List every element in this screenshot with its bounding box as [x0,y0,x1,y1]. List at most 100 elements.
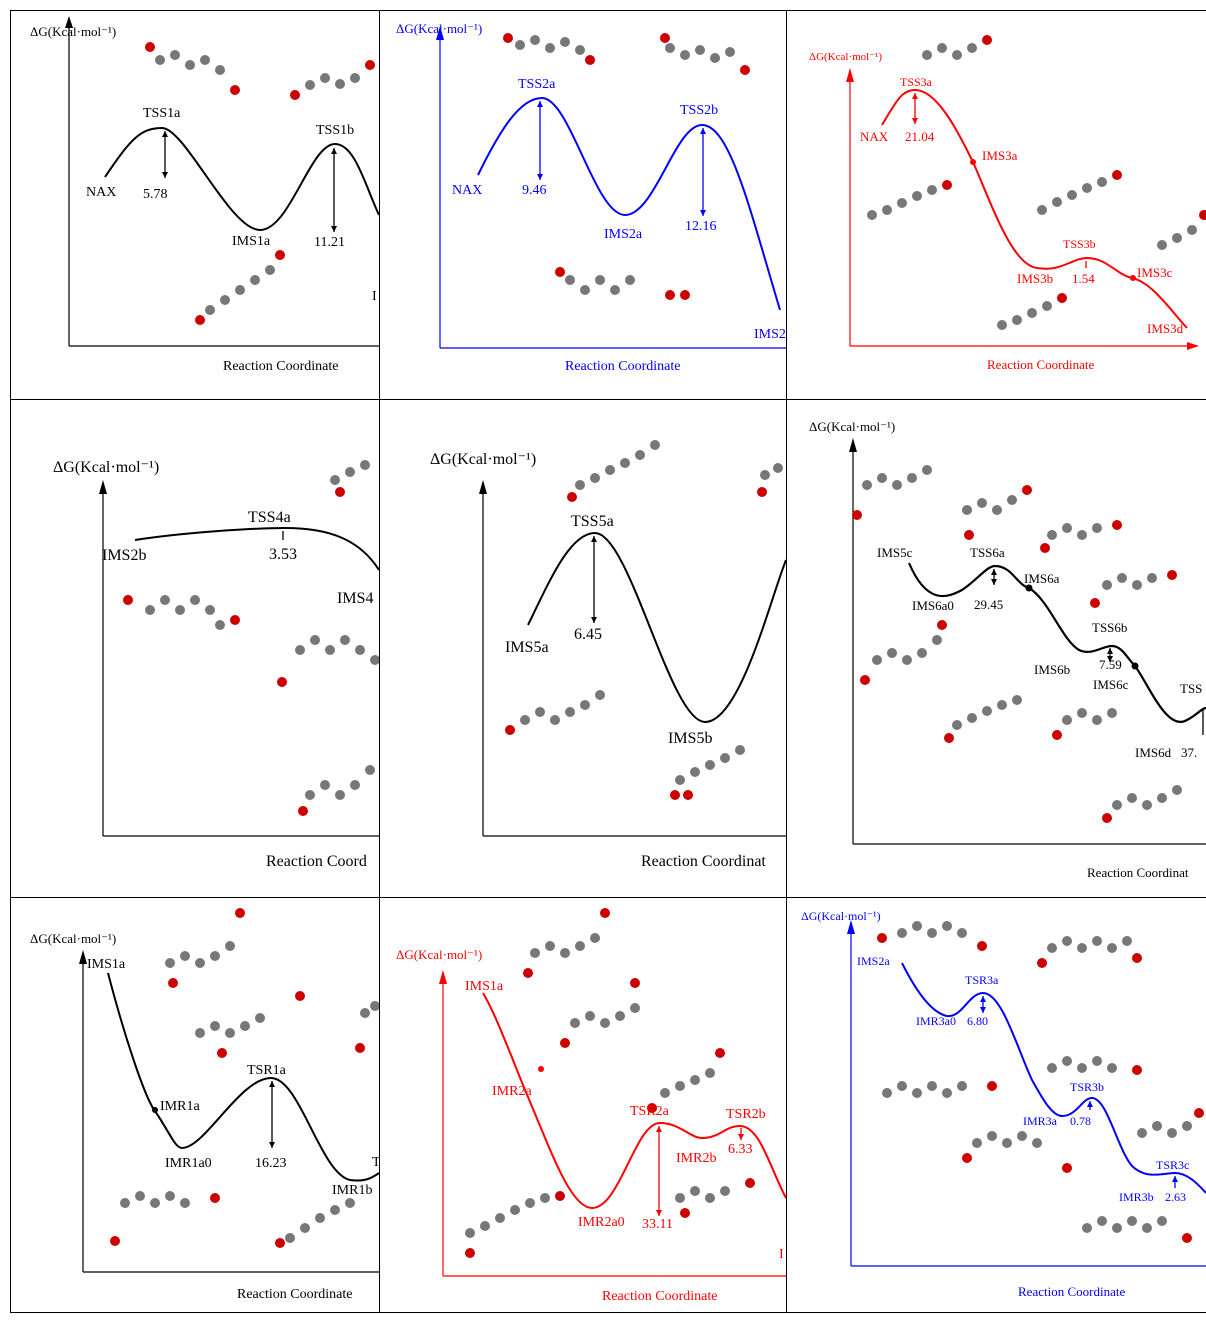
label-ims3b: IMS3b [1017,271,1054,286]
label-i: I [372,289,377,304]
molecule-icon [1090,570,1177,608]
panel-2: ΔG(Kcal·mol⁻¹) Reaction Coordinate NAX T… [380,10,786,398]
label-12-16: 12.16 [685,219,717,234]
molecule-icon [1037,170,1122,215]
molecule-icon [277,635,379,687]
panel-6-svg [849,438,1206,845]
label-tss1b: TSS1b [316,123,355,138]
x-axis-label: Reaction Coordinate [223,359,339,374]
label-21-04: 21.04 [905,129,935,144]
energy-curve [881,88,1188,329]
panel-4: ΔG(Kcal·mol⁻¹) Reaction Coord TSS4a IMS2… [10,400,379,897]
label-imr1b: IMR1b [332,1183,373,1198]
panel-3-svg [846,35,1206,350]
label-tsr3b: TSR3b [1070,1080,1105,1094]
label-3-53: 3.53 [269,546,297,563]
label-tss1a: TSS1a [143,106,181,121]
panel-3: ΔG(Kcal·mol⁻¹) Reaction Coordinate TSS3a… [787,10,1206,398]
molecule-icon [962,1131,1072,1173]
label-2-63: 2.63 [1165,1190,1186,1204]
label-nax: NAX [452,183,483,198]
label-ims1a: IMS1a [465,979,504,994]
label-tss3b: TSS3b [1063,237,1096,251]
x-axis-label: Reaction Coordinate [987,357,1095,372]
panel-6: ΔG(Kcal·mol⁻¹) Reaction Coordinat IMS5c … [787,400,1206,897]
molecule-icon [660,33,750,75]
label-t: T [372,1155,379,1170]
molecule-icon [867,180,952,220]
label-37: 37. [1181,745,1198,760]
panel-8-svg [439,908,786,1277]
label-6-33: 6.33 [728,1142,753,1157]
label-tss6b: TSS6b [1092,620,1128,635]
label-7-59: 7.59 [1099,657,1122,672]
molecule-icon [1157,210,1206,250]
grid-divider [10,1312,1206,1313]
label-ims1a: IMS1a [87,957,126,972]
molecule-icon [355,1001,379,1053]
molecule-icon [145,42,240,95]
label-imr3a: IMR3a [1023,1114,1057,1128]
y-axis-label: ΔG(Kcal·mol⁻¹) [396,21,483,36]
molecule-icon [1102,785,1182,823]
label-16-23: 16.23 [255,1156,287,1171]
panel-5: ΔG(Kcal·mol⁻¹) Reaction Coordinat TSS5a … [380,400,786,897]
label-tss: TSS [1180,681,1203,696]
x-axis-label: Reaction Coordinat [641,853,766,870]
molecule-icon [675,1178,755,1218]
molecule-icon [110,1191,220,1246]
panel-5-svg [479,440,786,837]
molecule-icon [882,1081,997,1098]
molecule-icon [944,695,1022,743]
grid-divider [10,399,1206,400]
molecule-icon [1040,520,1122,553]
y-axis-label: ΔG(Kcal·mol⁻¹) [809,419,896,434]
panel-7: ΔG(Kcal·mol⁻¹) Reaction Coordinate IMS1a… [10,898,379,1312]
panel-9-svg [847,920,1206,1267]
molecule-icon [757,463,783,497]
panel-8: ΔG(Kcal·mol⁻¹) Reaction Coordinate IMS1a… [380,898,786,1312]
label-tss2a: TSS2a [518,77,556,92]
label-11-21: 11.21 [314,235,345,250]
label-nax: NAX [860,129,889,144]
label-ims2b: IMS2b [102,547,147,564]
x-axis-label: Reaction Coordinate [602,1289,718,1304]
label-5-78: 5.78 [143,187,168,202]
energy-curve [134,526,379,571]
grid-divider [10,10,11,1312]
molecule-icon [555,267,690,300]
label-imr1a0: IMR1a0 [165,1156,212,1171]
label-tss3a: TSS3a [900,75,933,89]
label-ims4: IMS4 [337,590,374,607]
label-ims5c: IMS5c [877,545,913,560]
molecule-icon [123,595,240,630]
x-axis-label: Reaction Coordinate [1018,1284,1126,1299]
grid-divider [10,897,1206,898]
molecule-icon [647,1048,725,1113]
y-axis-label: ΔG(Kcal·mol⁻¹) [396,947,483,962]
energy-curve [482,992,786,1210]
label-ims6b: IMS6b [1034,662,1071,677]
panel-2-svg [436,26,786,349]
label-imr2a: IMR2a [492,1084,532,1099]
label-tsr3a: TSR3a [965,973,999,987]
molecule-icon [1047,1056,1142,1075]
label-ims6d: IMS6d [1135,745,1172,760]
energy-curve [907,562,1206,723]
label-ims6a: IMS6a [1024,571,1060,586]
grid-divider [10,10,1206,11]
energy-curve [104,126,379,232]
y-axis-label: ΔG(Kcal·mol⁻¹) [809,51,882,63]
molecule-icon [1082,1216,1192,1243]
x-axis-label: Reaction Coord [266,853,367,870]
molecule-icon [290,60,375,100]
label-6-45: 6.45 [574,626,602,643]
y-axis-label: ΔG(Kcal·mol⁻¹) [801,909,881,923]
x-axis-label: Reaction Coordinat [1087,865,1189,880]
y-axis-label: ΔG(Kcal·mol⁻¹) [30,24,117,39]
molecule-icon [997,293,1067,330]
label-0-78: 0.78 [1070,1114,1091,1128]
energy-curve [901,962,1206,1194]
label-ims2a: IMS2a [857,954,890,968]
label-tsr2b: TSR2b [726,1107,766,1122]
